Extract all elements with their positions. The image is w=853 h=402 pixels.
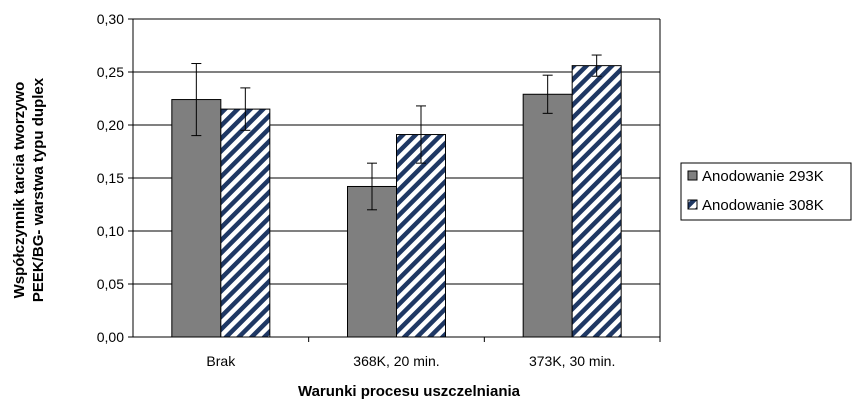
x-axis-title: Warunki procesu uszczelniania — [298, 383, 521, 400]
y-axis-title: Współczynnik tarcia tworzywo PEEK/BG- wa… — [11, 77, 47, 302]
bar-anodowanie-308k — [571, 65, 622, 338]
y-axis-title-line-1: Współczynnik tarcia tworzywo — [11, 82, 28, 299]
y-tick-label: 0,10 — [97, 223, 124, 239]
y-tick-label: 0,15 — [97, 170, 124, 186]
legend-label-308k: Anodowanie 308K — [702, 197, 824, 214]
error-bars — [191, 54, 602, 211]
legend: Anodowanie 293K Anodowanie 308K — [680, 162, 852, 221]
y-tick-label: 0,00 — [97, 329, 124, 345]
bar-anodowanie-293k — [522, 93, 573, 338]
bar-anodowanie-308k — [220, 108, 271, 338]
legend-label-293k: Anodowanie 293K — [702, 168, 824, 185]
y-tick-labels: 0,00 0,05 0,10 0,15 0,20 0,25 0,30 — [97, 11, 124, 345]
legend-box — [680, 162, 852, 221]
x-tick-label: 373K, 30 min. — [529, 353, 615, 369]
x-tick-labels: Brak 368K, 20 min. 373K, 30 min. — [206, 353, 615, 369]
legend-swatch-308k — [687, 199, 698, 210]
x-tick-label: 368K, 20 min. — [353, 353, 439, 369]
bar-anodowanie-308k — [396, 134, 446, 338]
y-tick-label: 0,05 — [97, 276, 124, 292]
axes — [128, 18, 661, 342]
legend-swatch-293k — [687, 170, 698, 181]
bars — [171, 65, 622, 338]
y-tick-label: 0,20 — [97, 117, 124, 133]
y-tick-label: 0,25 — [97, 64, 124, 80]
y-axis-title-line-2: PEEK/BG- warstwa typu duplex — [30, 77, 47, 302]
y-tick-label: 0,30 — [97, 11, 124, 27]
x-tick-label: Brak — [206, 353, 236, 369]
